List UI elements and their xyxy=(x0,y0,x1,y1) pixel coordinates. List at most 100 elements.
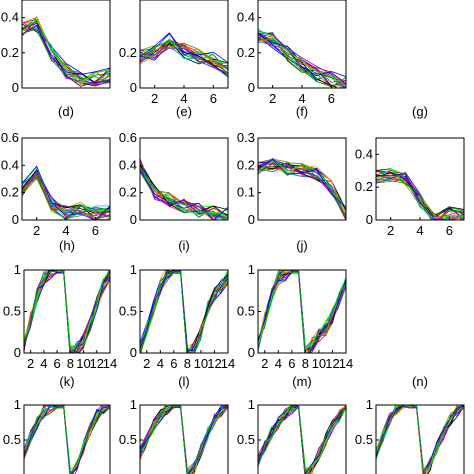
series-bundle xyxy=(24,270,110,353)
series-line xyxy=(376,168,464,220)
series-line xyxy=(258,37,346,88)
y-tick-label: 0 xyxy=(366,212,373,227)
series-line xyxy=(24,270,110,353)
y-tick-label: 0.4 xyxy=(1,157,19,172)
x-tick-label: 4 xyxy=(157,356,164,371)
x-tick-label: 4 xyxy=(62,223,69,238)
series-bundle xyxy=(140,32,228,78)
panel-13: 0.5 1 (n) xyxy=(355,374,465,474)
panel-caption: (e) xyxy=(176,104,192,119)
panel-caption: (f) xyxy=(296,104,308,119)
series-line xyxy=(140,169,228,220)
x-tick-label: 6 xyxy=(288,356,295,371)
series-line xyxy=(22,16,110,87)
series-line xyxy=(258,31,346,78)
x-tick-label: 12 xyxy=(207,356,221,371)
x-tick-label: 14 xyxy=(221,356,235,371)
y-tick-label: 1 xyxy=(366,397,373,412)
panel-caption: (j) xyxy=(296,238,308,253)
series-line xyxy=(258,161,346,215)
series-line xyxy=(258,158,346,208)
series-line xyxy=(22,165,110,220)
series-line xyxy=(258,158,346,219)
y-tick-label: 0 xyxy=(12,212,19,227)
series-line xyxy=(140,41,228,71)
series-line xyxy=(376,405,464,474)
y-tick-label: 0 xyxy=(248,212,255,227)
y-tick-label: 0.4 xyxy=(237,10,255,25)
y-tick-label: 1 xyxy=(248,397,255,412)
series-bundle xyxy=(140,270,228,353)
y-tick-label: 0 xyxy=(130,80,137,95)
series-line xyxy=(140,167,228,216)
series-line xyxy=(258,164,346,219)
series-bundle xyxy=(258,157,346,220)
series-line xyxy=(258,405,346,474)
panel-5: 0 0.1 0.2 0.3 (f) xyxy=(237,104,347,227)
x-tick-label: 10 xyxy=(312,356,326,371)
panel-caption: (n) xyxy=(412,374,428,389)
series-line xyxy=(140,161,228,219)
y-tick-label: 0.6 xyxy=(119,130,137,145)
y-tick-label: 0.5 xyxy=(119,432,137,447)
series-line xyxy=(140,46,228,70)
panel-0: 0 0.2 0.4 xyxy=(1,0,111,95)
y-tick-label: 0 xyxy=(14,345,21,360)
panel-8: 00.512 4 6 8 10 12 14(i) xyxy=(119,238,235,371)
series-line xyxy=(22,25,110,75)
series-line xyxy=(24,405,110,474)
panel-2: 0 0.2 0.4 2 4 6 xyxy=(237,0,347,106)
series-line xyxy=(140,405,228,474)
x-tick-label: 4 xyxy=(416,223,423,238)
x-tick-label: 2 xyxy=(261,356,268,371)
series-line xyxy=(22,28,110,84)
panel-caption: (k) xyxy=(59,374,74,389)
y-tick-label: 0 xyxy=(130,345,137,360)
series-line xyxy=(258,162,346,212)
axes-frame xyxy=(257,137,347,221)
y-tick-label: 0.2 xyxy=(237,45,255,60)
x-tick-label: 6 xyxy=(92,223,99,238)
y-tick-label: 1 xyxy=(248,262,255,277)
y-tick-label: 0.4 xyxy=(1,10,19,25)
y-tick-label: 0 xyxy=(130,212,137,227)
x-tick-label: 6 xyxy=(53,356,60,371)
series-bundle xyxy=(258,405,346,474)
y-tick-label: 0.5 xyxy=(3,432,21,447)
panel-caption: (h) xyxy=(59,238,75,253)
panel-caption: (m) xyxy=(292,374,312,389)
series-bundle xyxy=(22,165,110,220)
series-line xyxy=(140,161,228,220)
x-tick-label: 6 xyxy=(446,223,453,238)
x-tick-label: 4 xyxy=(180,91,187,106)
y-tick-label: 0.2 xyxy=(1,45,19,60)
y-tick-label: 1 xyxy=(130,262,137,277)
series-line xyxy=(258,159,346,209)
panel-caption: (g) xyxy=(412,104,428,119)
series-line xyxy=(258,270,346,353)
series-line xyxy=(140,38,228,75)
series-line xyxy=(22,171,110,220)
x-tick-label: 4 xyxy=(275,356,282,371)
series-line xyxy=(376,405,464,473)
panel-caption: (l) xyxy=(178,374,190,389)
series-line xyxy=(376,173,450,220)
x-tick-label: 8 xyxy=(302,356,309,371)
y-tick-label: 0.5 xyxy=(355,432,373,447)
panel-caption: (i) xyxy=(178,238,190,253)
axes-frame xyxy=(139,137,229,221)
series-line xyxy=(22,20,110,84)
x-tick-label: 2 xyxy=(27,356,34,371)
series-bundle xyxy=(140,405,228,474)
series-line xyxy=(258,30,346,88)
panel-4: 0 0.2 0.4 0.6 (e) xyxy=(119,104,229,227)
x-tick-label: 10 xyxy=(194,356,208,371)
panel-9: 00.512 4 6 8 10 12 14(j) xyxy=(237,238,353,371)
series-line xyxy=(258,162,346,218)
x-tick-label: 2 xyxy=(151,91,158,106)
y-tick-label: 0.2 xyxy=(237,157,255,172)
series-line xyxy=(140,42,228,75)
y-tick-label: 0.2 xyxy=(119,45,137,60)
series-line xyxy=(22,172,110,214)
